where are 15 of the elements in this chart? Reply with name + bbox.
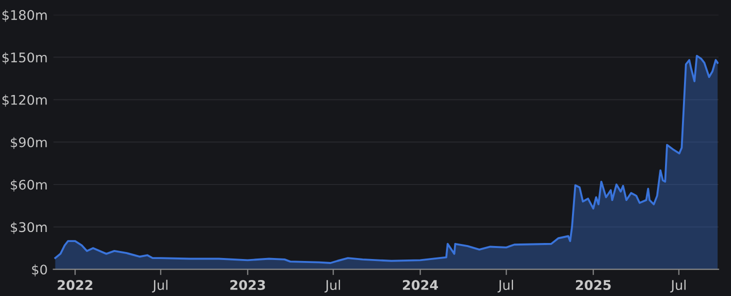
x-tick-label: Jul <box>670 280 686 292</box>
y-tick-label: $30m <box>10 222 47 234</box>
y-tick-label: $60m <box>10 179 47 192</box>
y-tick-label: $150m <box>2 52 47 64</box>
y-tick-label: $90m <box>10 137 47 150</box>
x-tick-label: Jul <box>324 280 340 292</box>
x-tick-label: 2022 <box>58 280 92 290</box>
x-tick-label: Jul <box>498 280 514 292</box>
x-tick-label: 2024 <box>402 280 438 290</box>
y-tick-label: $0 <box>32 264 47 276</box>
x-tick-label: 2023 <box>230 280 265 290</box>
x-tick-label: Jul <box>152 280 168 292</box>
x-tick-label: 2025 <box>576 280 611 290</box>
y-tick-label: $120m <box>2 94 47 107</box>
y-tick-label: $180m <box>2 10 47 22</box>
